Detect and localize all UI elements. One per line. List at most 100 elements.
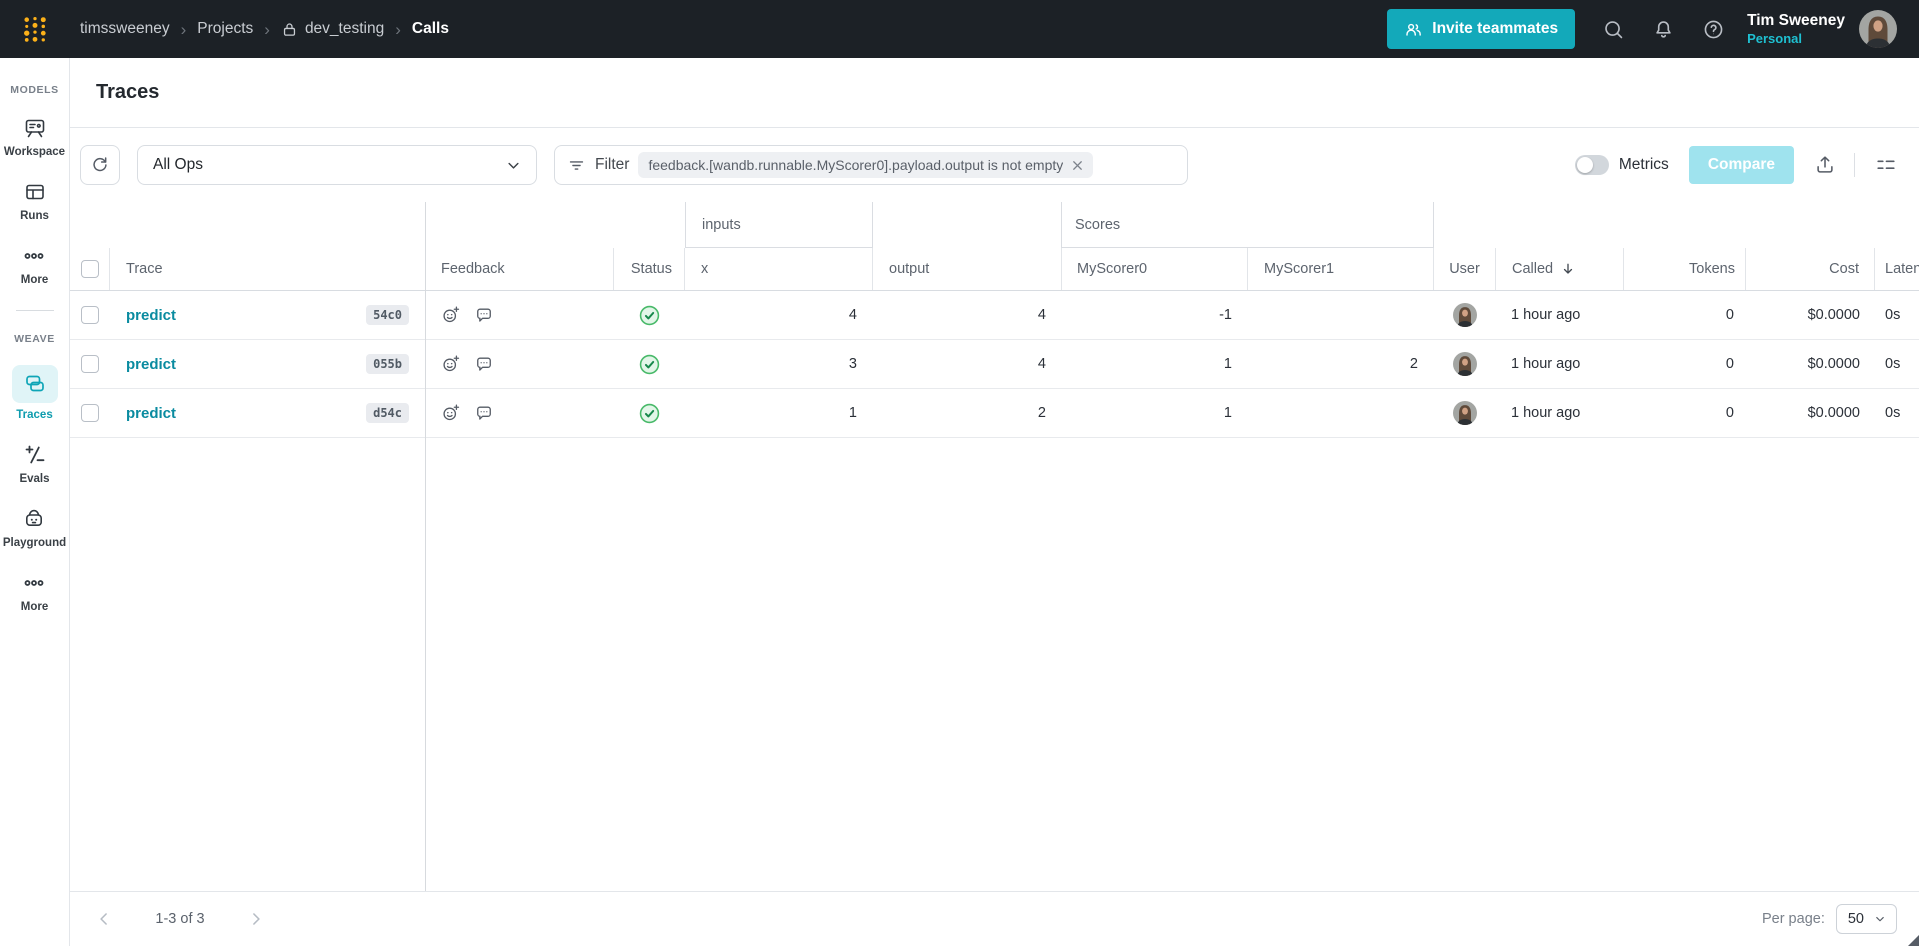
sidebar-item-playground[interactable]: Playground bbox=[3, 507, 66, 549]
row-checkbox[interactable] bbox=[81, 355, 99, 373]
breadcrumb-project-label: dev_testing bbox=[304, 20, 385, 37]
status-success-icon bbox=[639, 354, 660, 375]
trace-cell: predict d54c bbox=[110, 389, 425, 437]
column-header-called[interactable]: Called bbox=[1496, 248, 1624, 290]
column-header-feedback[interactable]: Feedback bbox=[425, 248, 614, 290]
per-page-control: Per page: 50 bbox=[1762, 904, 1897, 934]
chevron-down-icon bbox=[1873, 912, 1887, 926]
column-header-output[interactable]: output bbox=[873, 248, 1062, 290]
breadcrumb: timssweeney › Projects › dev_testing › C… bbox=[80, 20, 449, 38]
table-row[interactable]: predict 54c0 bbox=[70, 291, 1919, 340]
window-resize-grip[interactable] bbox=[1906, 933, 1919, 946]
refresh-button[interactable] bbox=[80, 145, 120, 185]
filter-icon bbox=[567, 156, 586, 175]
column-header-status[interactable]: Status bbox=[614, 248, 685, 290]
user-avatar[interactable] bbox=[1453, 303, 1477, 327]
select-all-checkbox[interactable] bbox=[80, 260, 99, 278]
prev-page-button[interactable] bbox=[92, 907, 116, 931]
help-icon[interactable] bbox=[1702, 18, 1725, 41]
sidebar-item-evals[interactable]: Evals bbox=[19, 443, 50, 485]
user-avatar[interactable] bbox=[1453, 401, 1477, 425]
user-avatar[interactable] bbox=[1859, 10, 1897, 48]
per-page-select[interactable]: 50 bbox=[1835, 904, 1897, 934]
table-footer: 1-3 of 3 Per page: 50 bbox=[70, 891, 1919, 946]
column-header-trace[interactable]: Trace bbox=[126, 261, 163, 277]
cell-myscorer1: 2 bbox=[1409, 356, 1418, 372]
cell-called: 1 hour ago bbox=[1511, 356, 1581, 372]
cell-output: 4 bbox=[1037, 356, 1046, 372]
column-header-x[interactable]: x bbox=[685, 248, 873, 290]
refresh-icon bbox=[90, 155, 110, 175]
add-reaction-icon[interactable] bbox=[441, 305, 461, 325]
trace-link[interactable]: predict bbox=[126, 404, 177, 422]
sidebar-item-models-more[interactable]: More bbox=[21, 244, 48, 286]
feedback-cell bbox=[425, 291, 614, 339]
close-icon[interactable] bbox=[1070, 158, 1085, 173]
page-title: Traces bbox=[96, 81, 160, 103]
breadcrumb-projects[interactable]: Projects bbox=[197, 20, 253, 38]
trace-link[interactable]: predict bbox=[126, 355, 177, 373]
table-header-row: Trace Feedback Status x output MyScorer0… bbox=[70, 248, 1919, 291]
trace-link[interactable]: predict bbox=[126, 306, 177, 324]
column-header-latency[interactable]: Latency bbox=[1885, 261, 1919, 277]
table-row[interactable]: predict d54c bbox=[70, 389, 1919, 438]
row-checkbox[interactable] bbox=[81, 306, 99, 324]
filter-chip[interactable]: feedback.[wandb.runnable.MyScorer0].payl… bbox=[638, 152, 1094, 178]
toolbar-right-cluster: Metrics Compare bbox=[1574, 146, 1899, 184]
left-sidebar: MODELS Workspace Runs bbox=[0, 58, 70, 946]
column-header-cost[interactable]: Cost bbox=[1746, 248, 1875, 290]
filter-chip-text: feedback.[wandb.runnable.MyScorer0].payl… bbox=[648, 157, 1064, 173]
pinned-column-separator[interactable] bbox=[425, 202, 426, 891]
column-manager-button[interactable] bbox=[1873, 152, 1899, 178]
user-menu[interactable]: Tim Sweeney Personal bbox=[1747, 11, 1845, 47]
sidebar-item-workspace[interactable]: Workspace bbox=[4, 116, 65, 158]
sidebar-divider bbox=[15, 310, 54, 311]
status-success-icon bbox=[639, 403, 660, 424]
cell-myscorer0: -1 bbox=[1219, 307, 1232, 323]
status-cell bbox=[614, 389, 685, 437]
column-header-tokens[interactable]: Tokens bbox=[1624, 248, 1746, 290]
sidebar-item-label: Workspace bbox=[3, 146, 66, 158]
row-checkbox[interactable] bbox=[81, 404, 99, 422]
column-header-user[interactable]: User bbox=[1434, 248, 1496, 290]
cell-tokens: 0 bbox=[1725, 405, 1734, 421]
chevron-down-icon bbox=[504, 156, 523, 175]
breadcrumb-page[interactable]: Calls bbox=[412, 20, 449, 38]
op-selector[interactable]: All Ops bbox=[137, 145, 537, 185]
call-id-badge: 055b bbox=[366, 354, 409, 374]
user-avatar[interactable] bbox=[1453, 352, 1477, 376]
playground-icon bbox=[22, 507, 46, 531]
breadcrumb-project[interactable]: dev_testing bbox=[281, 20, 384, 38]
add-reaction-icon[interactable] bbox=[441, 403, 461, 423]
invite-teammates-button[interactable]: Invite teammates bbox=[1387, 9, 1576, 49]
export-button[interactable] bbox=[1812, 152, 1838, 178]
cell-x: 4 bbox=[848, 307, 857, 323]
wandb-logo-icon[interactable] bbox=[22, 14, 48, 44]
comment-icon[interactable] bbox=[474, 305, 494, 325]
group-spacer bbox=[1434, 202, 1919, 248]
per-page-value: 50 bbox=[1847, 911, 1864, 927]
column-header-myscorer0[interactable]: MyScorer0 bbox=[1062, 248, 1248, 290]
sidebar-item-weave-more[interactable]: More bbox=[21, 571, 48, 613]
call-id-badge: 54c0 bbox=[366, 305, 409, 325]
sidebar-item-runs[interactable]: Runs bbox=[20, 180, 49, 222]
add-reaction-icon[interactable] bbox=[441, 354, 461, 374]
table-row[interactable]: predict 055b bbox=[70, 340, 1919, 389]
row-select-cell bbox=[70, 340, 110, 388]
comment-icon[interactable] bbox=[474, 403, 494, 423]
sort-desc-icon[interactable] bbox=[1560, 261, 1576, 277]
cell-tokens: 0 bbox=[1725, 356, 1734, 372]
filter-bar[interactable]: Filter feedback.[wandb.runnable.MyScorer… bbox=[554, 145, 1188, 185]
breadcrumb-entity[interactable]: timssweeney bbox=[80, 20, 170, 38]
sidebar-item-traces[interactable]: Traces bbox=[11, 365, 58, 421]
navbar-right-cluster: Invite teammates Tim Sweeney Personal bbox=[1387, 9, 1897, 49]
compare-button[interactable]: Compare bbox=[1688, 146, 1794, 184]
group-spacer bbox=[70, 202, 685, 248]
bell-icon[interactable] bbox=[1652, 18, 1675, 41]
comment-icon[interactable] bbox=[474, 354, 494, 374]
column-header-myscorer1[interactable]: MyScorer1 bbox=[1248, 248, 1434, 290]
metrics-toggle[interactable] bbox=[1574, 155, 1609, 175]
next-page-button[interactable] bbox=[244, 907, 268, 931]
search-icon[interactable] bbox=[1602, 18, 1625, 41]
column-group-row: inputs Scores bbox=[70, 202, 1919, 248]
